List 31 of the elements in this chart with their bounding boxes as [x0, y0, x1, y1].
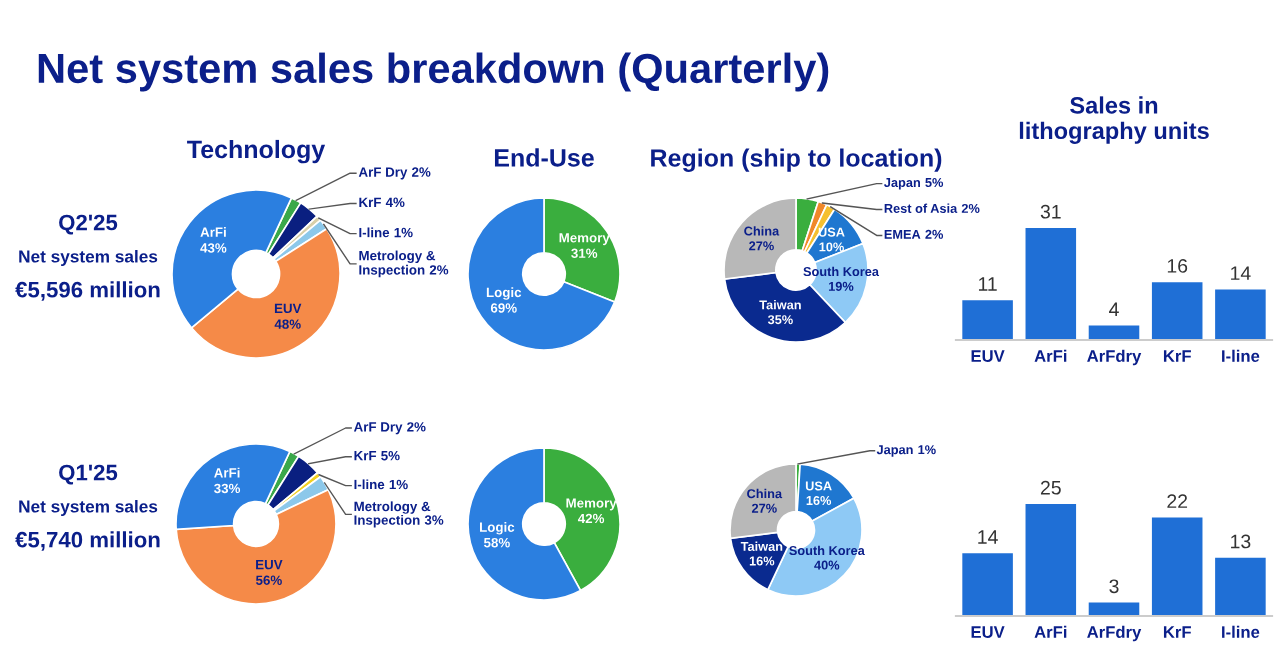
- data-label: 11: [978, 277, 997, 291]
- chart-title: Technology: [187, 139, 326, 164]
- data-label: 3: [1109, 579, 1119, 594]
- text: €5,596 million: [15, 281, 160, 301]
- x-tick-label: EUV: [971, 626, 1005, 638]
- x-tick-label: ArFdry: [1087, 625, 1142, 642]
- chart-title: End-Use: [494, 148, 594, 167]
- text: Net system sales: [19, 249, 158, 267]
- text: Q2'25: [59, 214, 118, 235]
- text: Net system sales breakdown (Quarterly): [38, 52, 829, 92]
- chart-title: Sales in lithography units: [1019, 96, 1209, 144]
- data-label: 22: [1167, 494, 1188, 508]
- data-label: 13: [1231, 534, 1251, 549]
- data-label: 31: [1040, 204, 1061, 219]
- x-tick-label: EUV: [971, 350, 1005, 362]
- x-tick-label: KrF: [1163, 626, 1191, 638]
- chart-title: Region (ship to location): [651, 148, 942, 172]
- data-label: 4: [1109, 302, 1119, 316]
- data-label: 14: [1231, 266, 1251, 280]
- x-tick-label: ArFi: [1034, 625, 1067, 638]
- data-label: 14: [978, 530, 998, 544]
- x-tick-label: ArFdry: [1087, 349, 1142, 366]
- text: Net system sales: [19, 499, 158, 517]
- text: Q1'25: [59, 464, 118, 485]
- x-tick-label: I-line: [1222, 625, 1260, 638]
- x-tick-label: I-line: [1222, 349, 1260, 362]
- text: €5,740 million: [15, 531, 160, 551]
- x-tick-label: KrF: [1163, 350, 1191, 362]
- x-tick-label: ArFi: [1034, 349, 1067, 362]
- data-label: 16: [1167, 259, 1188, 273]
- data-label: 25: [1040, 480, 1061, 495]
